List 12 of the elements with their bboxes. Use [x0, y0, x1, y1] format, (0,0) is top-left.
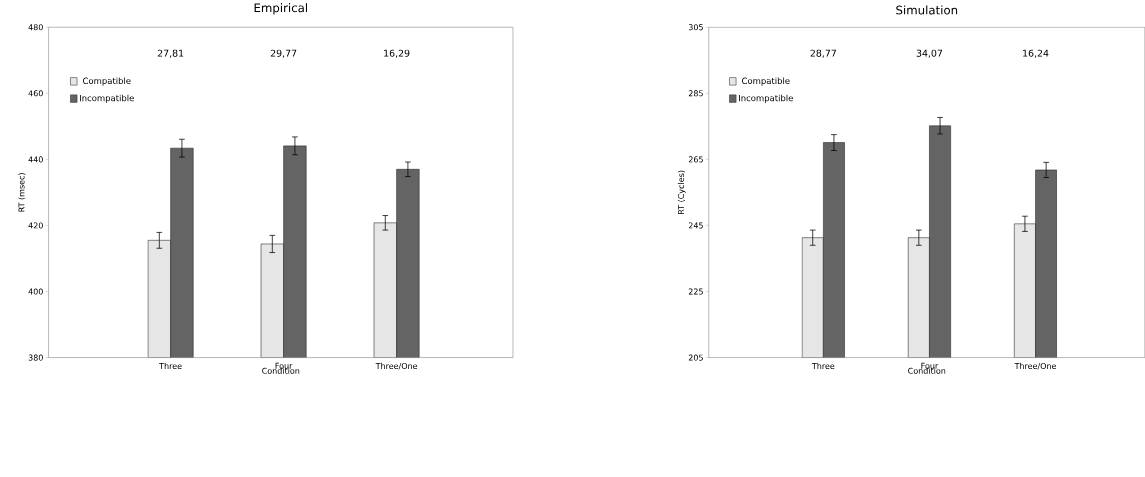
chart-title: Simulation	[896, 5, 958, 15]
chart-title: Empirical	[254, 3, 308, 15]
annotation: 16,24	[1023, 49, 1049, 58]
legend-label: Compatible	[83, 77, 131, 86]
legend-label: Incompatible	[739, 94, 793, 104]
annotation: 28,77	[810, 49, 836, 58]
legend-label: Incompatible	[80, 94, 134, 104]
annotation: 27,81	[157, 49, 184, 58]
annotation: 16,29	[384, 49, 410, 58]
annotation: 34,07	[916, 49, 943, 58]
annotation: 29,77	[270, 49, 297, 58]
legend-label: Compatible	[742, 77, 790, 86]
